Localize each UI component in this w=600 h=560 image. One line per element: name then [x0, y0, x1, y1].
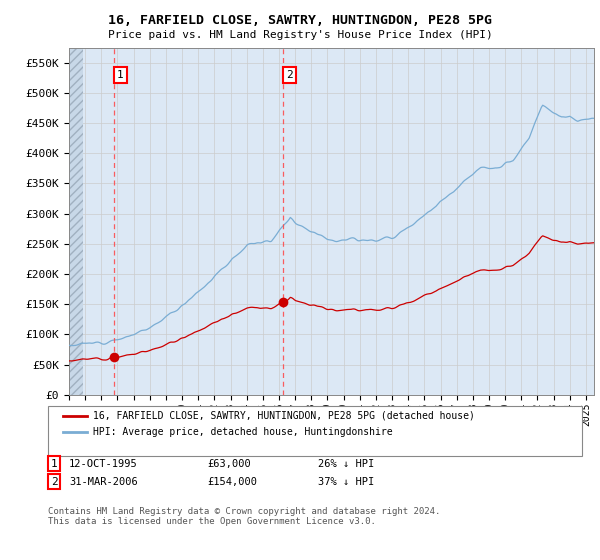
Text: 1: 1	[50, 459, 58, 469]
Text: £154,000: £154,000	[207, 477, 257, 487]
Text: 1: 1	[117, 70, 124, 80]
Text: £63,000: £63,000	[207, 459, 251, 469]
Text: Contains HM Land Registry data © Crown copyright and database right 2024.
This d: Contains HM Land Registry data © Crown c…	[48, 507, 440, 526]
Text: 31-MAR-2006: 31-MAR-2006	[69, 477, 138, 487]
Text: 2: 2	[286, 70, 293, 80]
Text: 12-OCT-1995: 12-OCT-1995	[69, 459, 138, 469]
Text: 16, FARFIELD CLOSE, SAWTRY, HUNTINGDON, PE28 5PG (detached house): 16, FARFIELD CLOSE, SAWTRY, HUNTINGDON, …	[93, 410, 475, 421]
Text: HPI: Average price, detached house, Huntingdonshire: HPI: Average price, detached house, Hunt…	[93, 427, 392, 437]
Bar	[69, 48, 83, 395]
Text: 16, FARFIELD CLOSE, SAWTRY, HUNTINGDON, PE28 5PG: 16, FARFIELD CLOSE, SAWTRY, HUNTINGDON, …	[108, 14, 492, 27]
Text: 2: 2	[50, 477, 58, 487]
Text: 37% ↓ HPI: 37% ↓ HPI	[318, 477, 374, 487]
Text: Price paid vs. HM Land Registry's House Price Index (HPI): Price paid vs. HM Land Registry's House …	[107, 30, 493, 40]
Text: 26% ↓ HPI: 26% ↓ HPI	[318, 459, 374, 469]
